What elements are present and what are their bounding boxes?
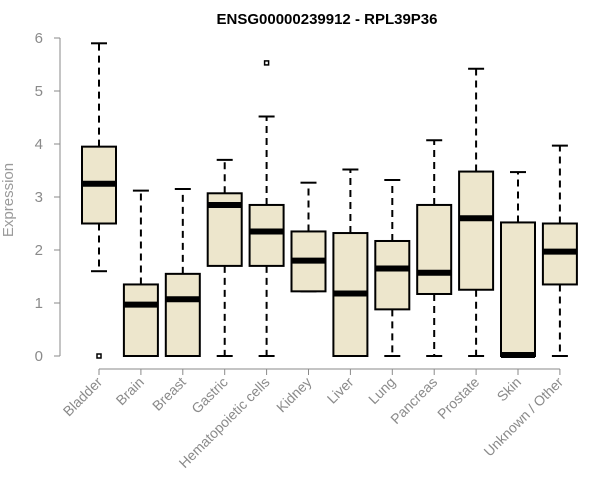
x-tick-label: Lung bbox=[365, 374, 398, 407]
box-prostate bbox=[458, 67, 495, 357]
box-iqr bbox=[458, 170, 495, 291]
y-tick-label: 6 bbox=[35, 30, 43, 47]
box-pancreas bbox=[416, 139, 453, 357]
box-iqr bbox=[122, 283, 159, 358]
y-axis: 0 1 2 3 4 5 6 bbox=[35, 30, 61, 365]
outlier-point bbox=[96, 353, 102, 359]
box-lung bbox=[374, 179, 411, 357]
box-skin bbox=[500, 171, 536, 358]
chart-title: ENSG00000239912 - RPL39P36 bbox=[217, 11, 438, 28]
x-tick-label: Prostate bbox=[434, 374, 482, 422]
outlier-point bbox=[263, 60, 270, 66]
box-breast bbox=[164, 188, 201, 358]
y-tick-label: 4 bbox=[35, 136, 43, 153]
box-unknown-other bbox=[541, 144, 578, 357]
box-kidney bbox=[290, 181, 327, 293]
y-tick-label: 5 bbox=[35, 83, 43, 100]
y-tick-label: 0 bbox=[35, 348, 43, 365]
box-iqr bbox=[164, 272, 201, 358]
plot-area bbox=[81, 42, 578, 359]
box-iqr bbox=[500, 221, 536, 357]
y-tick-label: 2 bbox=[35, 242, 43, 259]
box-bladder bbox=[81, 42, 117, 359]
box-brain bbox=[122, 189, 159, 358]
y-axis-label: Expression bbox=[0, 163, 17, 237]
x-tick-label: Pancreas bbox=[387, 374, 440, 427]
y-tick-label: 1 bbox=[35, 295, 43, 312]
x-tick-label: Skin bbox=[494, 374, 525, 405]
box-liver bbox=[332, 168, 369, 357]
box-gastric bbox=[206, 158, 243, 357]
x-tick-label: Brain bbox=[113, 374, 147, 408]
box-hematopoietic-cells bbox=[248, 60, 285, 357]
x-tick-label: Kidney bbox=[273, 374, 315, 416]
box-iqr bbox=[416, 203, 453, 295]
x-tick-label: Unknown / Other bbox=[480, 374, 566, 460]
box-iqr bbox=[374, 239, 411, 311]
box-iqr bbox=[248, 203, 285, 267]
x-tick-label: Liver bbox=[324, 374, 357, 407]
y-tick-label: 3 bbox=[35, 189, 43, 206]
x-tick-label: Bladder bbox=[60, 374, 106, 420]
x-tick-label: Breast bbox=[149, 374, 189, 414]
